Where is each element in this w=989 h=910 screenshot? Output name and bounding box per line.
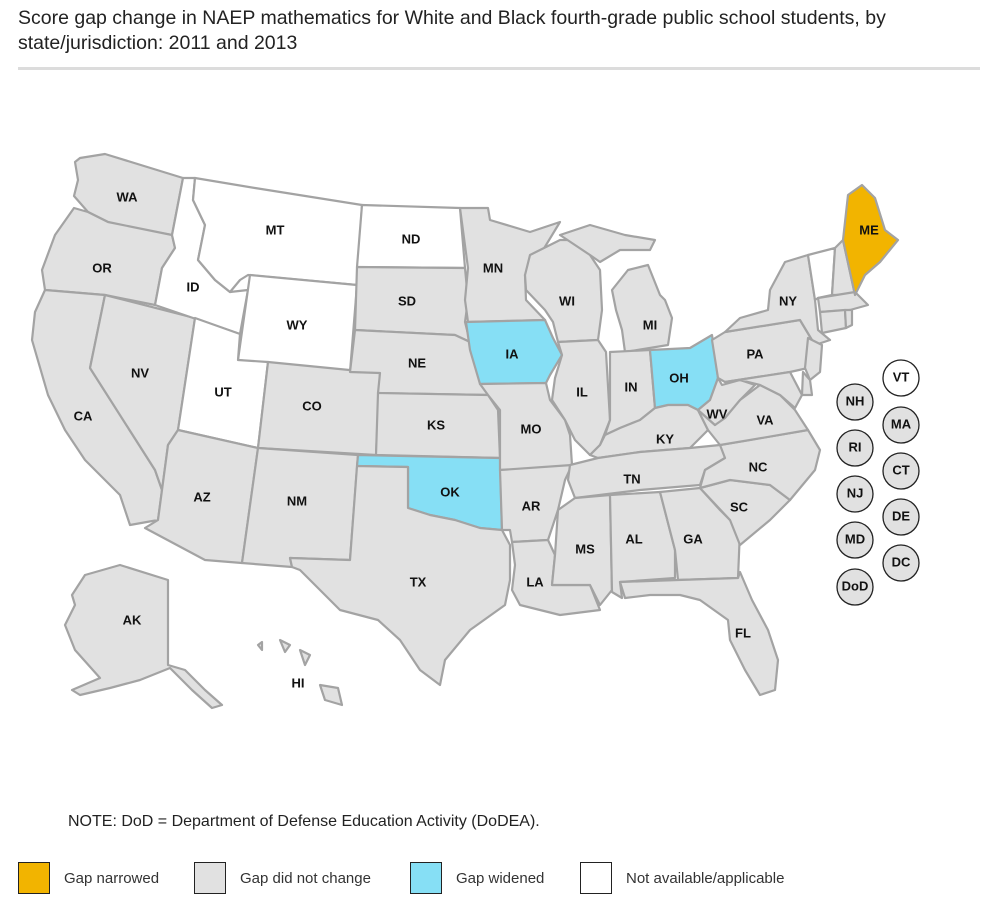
footnote: NOTE: DoD = Department of Defense Educat… (68, 813, 540, 830)
legend-label: Gap did not change (240, 869, 371, 887)
label-AR: AR (522, 498, 541, 513)
label-MO: MO (521, 421, 542, 436)
label-DE-bubble: DE (892, 508, 910, 523)
label-AL: AL (625, 531, 642, 546)
label-CO: CO (302, 398, 322, 413)
label-ND: ND (402, 231, 421, 246)
label-DC-bubble: DC (892, 554, 911, 569)
label-NC: NC (749, 459, 768, 474)
label-FL: FL (735, 625, 751, 640)
label-HI: HI (292, 675, 305, 690)
state-HI[interactable] (256, 638, 344, 707)
state-NC[interactable] (698, 428, 822, 502)
state-MI[interactable] (558, 223, 674, 354)
map-title: Score gap change in NAEP mathematics for… (18, 7, 886, 54)
legend-label: Not available/applicable (626, 869, 785, 887)
label-NV: NV (131, 365, 149, 380)
bubble-DE[interactable] (882, 498, 920, 536)
legend-item-narrowed: Gap narrowed (18, 862, 159, 894)
label-MT: MT (266, 222, 285, 237)
label-MN: MN (483, 260, 503, 275)
label-GA: GA (683, 531, 703, 546)
label-NE: NE (408, 355, 426, 370)
bubble-DoD[interactable] (836, 568, 874, 606)
legend-item-not-available: Not available/applicable (580, 862, 784, 894)
label-AZ: AZ (193, 489, 210, 504)
us-map: WA OR CA NV ID MT WY UT CO AZ NM ND SD N… (30, 152, 920, 710)
legend-swatch-no-change (194, 862, 226, 894)
state-NJ[interactable] (803, 336, 824, 382)
label-WA: WA (117, 189, 139, 204)
label-AK: AK (123, 612, 142, 627)
state-MD[interactable] (723, 370, 804, 410)
label-KY: KY (656, 431, 674, 446)
label-VA: VA (756, 412, 774, 427)
label-CA: CA (74, 408, 93, 423)
label-MI: MI (643, 317, 657, 332)
state-AK[interactable] (63, 563, 224, 710)
state-TX[interactable] (288, 464, 512, 687)
label-TN: TN (623, 471, 640, 486)
state-LA[interactable] (510, 538, 602, 617)
legend-label: Gap widened (456, 869, 545, 887)
label-OK: OK (440, 484, 460, 499)
bubble-MD[interactable] (836, 521, 874, 559)
label-TX: TX (410, 574, 427, 589)
bubble-NJ[interactable] (836, 475, 874, 513)
legend-item-widened: Gap widened (410, 862, 544, 894)
legend-item-no-change: Gap did not change (194, 862, 371, 894)
small-jurisdiction-bubbles (836, 359, 920, 606)
legend-swatch-widened (410, 862, 442, 894)
label-IN: IN (625, 379, 638, 394)
label-ID: ID (187, 279, 200, 294)
label-NJ-bubble: NJ (847, 485, 864, 500)
state-WV[interactable] (696, 376, 757, 427)
state-RI[interactable] (843, 308, 854, 330)
state-IL[interactable] (550, 338, 612, 457)
label-MS: MS (575, 541, 595, 556)
label-PA: PA (746, 346, 764, 361)
state-DE[interactable] (800, 370, 814, 397)
legend-label: Gap narrowed (64, 869, 160, 887)
bubble-RI[interactable] (836, 429, 874, 467)
state-IA[interactable] (464, 318, 564, 386)
state-labels: WA OR CA NV ID MT WY UT CO AZ NM ND SD N… (74, 189, 912, 690)
label-CT-bubble: CT (892, 462, 909, 477)
label-WI: WI (559, 293, 575, 308)
state-CT[interactable] (818, 308, 848, 335)
label-NY: NY (779, 293, 797, 308)
bubble-CT[interactable] (882, 452, 920, 490)
label-WV: WV (707, 406, 728, 421)
state-ME[interactable] (841, 183, 900, 297)
label-WY: WY (287, 317, 308, 332)
label-VT-bubble: VT (893, 369, 910, 384)
label-NH-bubble: NH (846, 393, 865, 408)
label-IA: IA (506, 346, 520, 361)
bubble-NH[interactable] (836, 383, 874, 421)
label-RI-bubble: RI (849, 439, 862, 454)
label-OR: OR (92, 260, 112, 275)
label-DoD-bubble: DoD (842, 578, 869, 593)
label-MD-bubble: MD (845, 531, 865, 546)
bubble-DC[interactable] (882, 544, 920, 582)
legend: Gap narrowed Gap did not change Gap wide… (0, 862, 989, 896)
label-MA-bubble: MA (891, 416, 912, 431)
label-UT: UT (214, 384, 231, 399)
state-MT[interactable] (191, 176, 364, 294)
label-ME: ME (859, 222, 879, 237)
legend-swatch-narrowed (18, 862, 50, 894)
label-SD: SD (398, 293, 416, 308)
bubble-VT[interactable] (882, 359, 920, 397)
state-FL[interactable] (618, 570, 780, 697)
legend-swatch-not-available (580, 862, 612, 894)
title-divider (18, 67, 980, 70)
bubble-MA[interactable] (882, 406, 920, 444)
label-KS: KS (427, 417, 445, 432)
label-NM: NM (287, 493, 307, 508)
label-OH: OH (669, 370, 689, 385)
label-SC: SC (730, 499, 749, 514)
state-MA[interactable] (816, 290, 870, 314)
label-IL: IL (576, 384, 588, 399)
label-LA: LA (526, 574, 544, 589)
